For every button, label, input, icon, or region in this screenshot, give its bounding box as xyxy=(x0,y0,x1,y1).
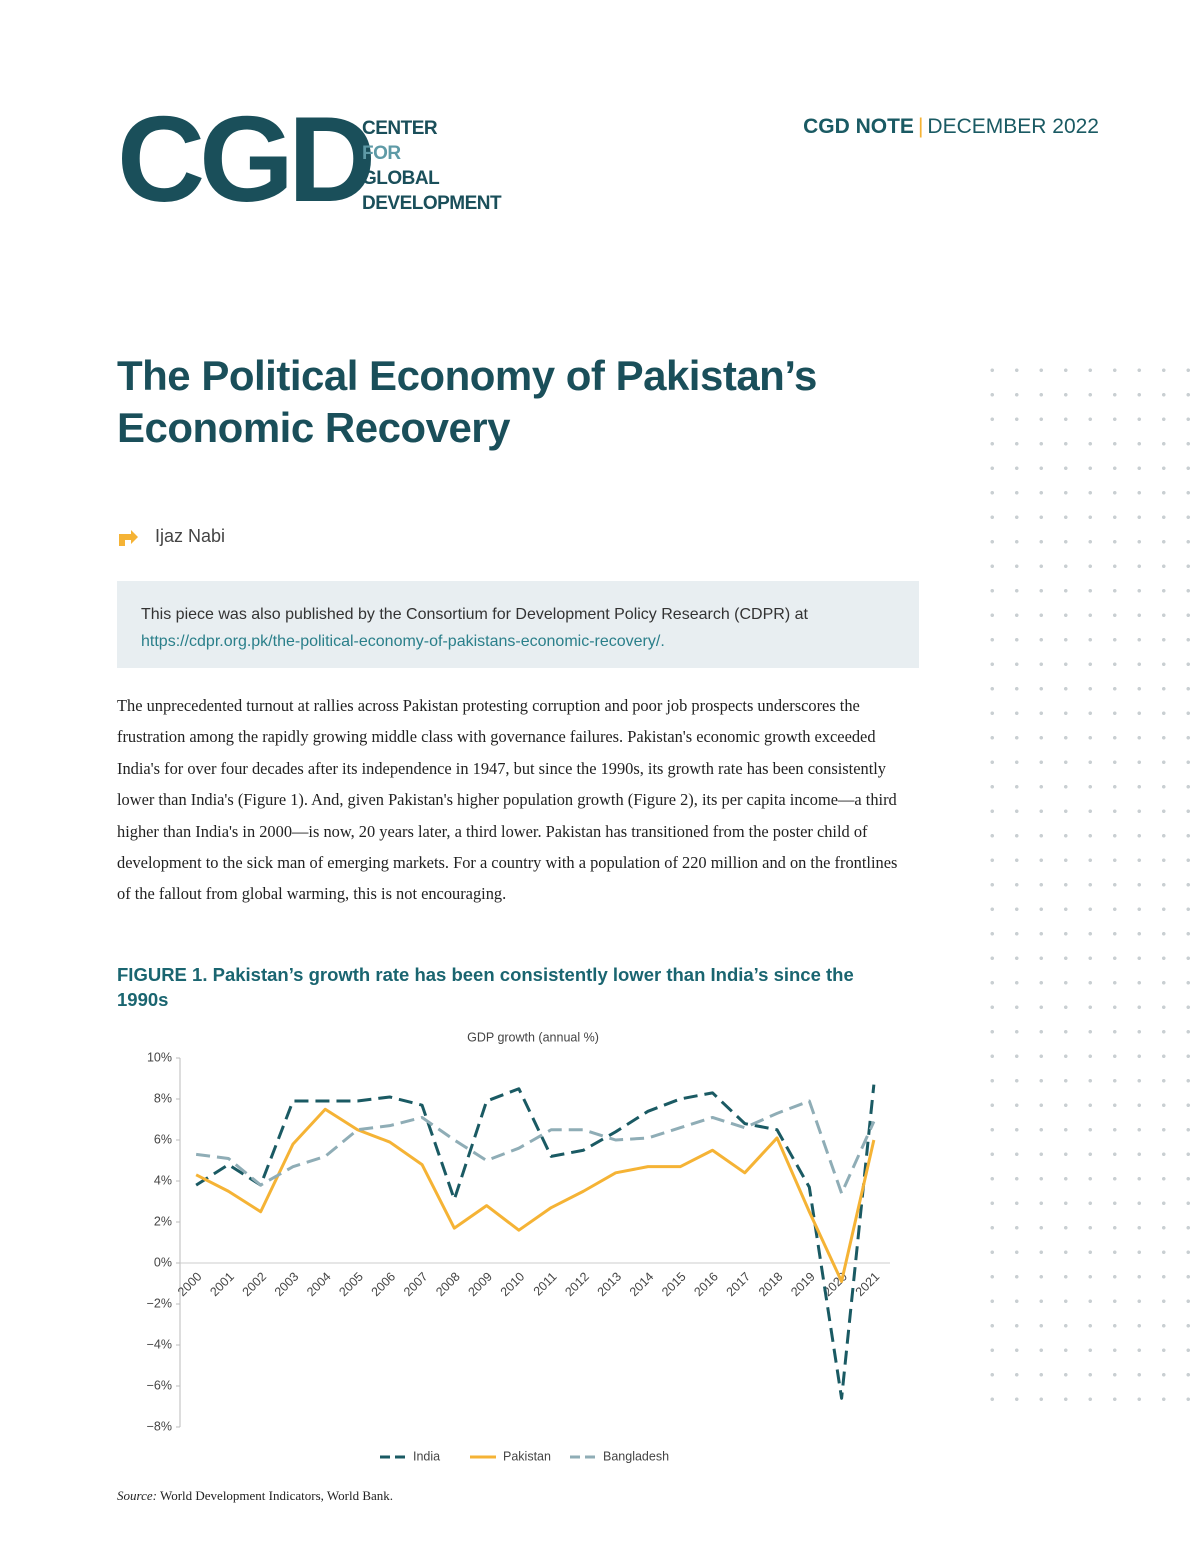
x-tick-label: 2006 xyxy=(369,1270,399,1300)
dot-pattern xyxy=(980,358,1190,1408)
y-tick-label: 8% xyxy=(154,1091,172,1105)
figure-caption: FIGURE 1. Pakistan’s growth rate has bee… xyxy=(117,964,854,1010)
org-line: CENTER xyxy=(362,118,438,139)
legend-item: India xyxy=(380,1449,440,1463)
x-tick-label: 2003 xyxy=(272,1270,302,1300)
legend-label: Bangladesh xyxy=(603,1449,669,1463)
x-tick-label: 2015 xyxy=(659,1270,689,1300)
y-tick-label: 4% xyxy=(154,1173,172,1187)
note-date: DECEMBER 2022 xyxy=(927,115,1099,138)
x-tick-label: 2021 xyxy=(853,1270,883,1300)
x-tick-label: 2004 xyxy=(304,1270,334,1300)
x-tick-label: 2012 xyxy=(562,1270,592,1300)
y-tick-label: −8% xyxy=(147,1419,172,1433)
legend-item: Bangladesh xyxy=(570,1449,669,1463)
x-tick-label: 2013 xyxy=(595,1270,625,1300)
x-tick-label: 2000 xyxy=(175,1270,205,1300)
y-tick-label: 10% xyxy=(147,1050,172,1064)
x-tick-label: 2014 xyxy=(627,1270,657,1300)
source-text: World Development Indicators, World Bank… xyxy=(159,1488,394,1503)
y-tick-label: 2% xyxy=(154,1214,172,1228)
author: Ijaz Nabi xyxy=(155,526,226,546)
org-line: GLOBAL xyxy=(362,168,440,189)
source-label: Source: xyxy=(117,1488,157,1503)
y-tick-label: −2% xyxy=(147,1296,172,1310)
x-tick-label: 2007 xyxy=(401,1270,431,1300)
x-tick-label: 2018 xyxy=(756,1270,786,1300)
note-type: CGD NOTE xyxy=(803,115,914,138)
y-tick-label: 0% xyxy=(154,1255,172,1269)
x-tick-label: 2002 xyxy=(240,1270,270,1300)
notice-box: This piece was also published by the Con… xyxy=(117,581,919,668)
x-tick-label: 2016 xyxy=(691,1270,721,1300)
source: Source: World Development Indicators, Wo… xyxy=(117,1488,393,1504)
logo: CGD xyxy=(117,91,376,227)
x-tick-label: 2011 xyxy=(531,1270,560,1299)
separator: | xyxy=(917,115,924,138)
x-tick-label: 2019 xyxy=(788,1270,818,1300)
chart: GDP growth (annual %) 10% 8% 6% 4% 2% 0% −2% −4… xyxy=(147,1030,890,1463)
y-tick-label: −6% xyxy=(147,1378,172,1392)
series-line xyxy=(195,1084,876,1400)
notice-text: This piece was also published by the Con… xyxy=(141,606,808,623)
x-tick-label: 2017 xyxy=(724,1270,754,1300)
notice-link[interactable]: https://cdpr.org.pk/the-political-econom… xyxy=(141,633,665,650)
x-tick-label: 2009 xyxy=(465,1270,495,1300)
y-tick-label: 6% xyxy=(154,1132,172,1146)
series-line xyxy=(195,1107,876,1283)
icon-shape xyxy=(119,530,138,546)
y-tick-label: −4% xyxy=(147,1337,172,1351)
x-tick-label: 2001 xyxy=(207,1270,237,1300)
title: The Political Economy of Pakistan’s Econ… xyxy=(117,352,817,451)
org-line: FOR xyxy=(362,143,401,164)
org-name: CENTER FOR GLOBAL DEVELOPMENT xyxy=(362,116,502,216)
note-label: CGD NOTE | DECEMBER 2022 xyxy=(803,115,1099,139)
chart-title: GDP growth (annual %) xyxy=(467,1030,599,1044)
x-tick-label: 2005 xyxy=(336,1270,366,1300)
series-line xyxy=(195,1099,876,1195)
body-paragraph: The unprecedented turnout at rallies acr… xyxy=(117,696,898,904)
legend-item: Pakistan xyxy=(470,1449,551,1463)
org-line: DEVELOPMENT xyxy=(362,193,502,214)
legend-label: India xyxy=(413,1449,440,1463)
legend-label: Pakistan xyxy=(503,1449,551,1463)
x-tick-label: 2008 xyxy=(433,1270,463,1300)
x-tick-label: 2010 xyxy=(498,1270,528,1300)
author-icon xyxy=(119,530,138,546)
